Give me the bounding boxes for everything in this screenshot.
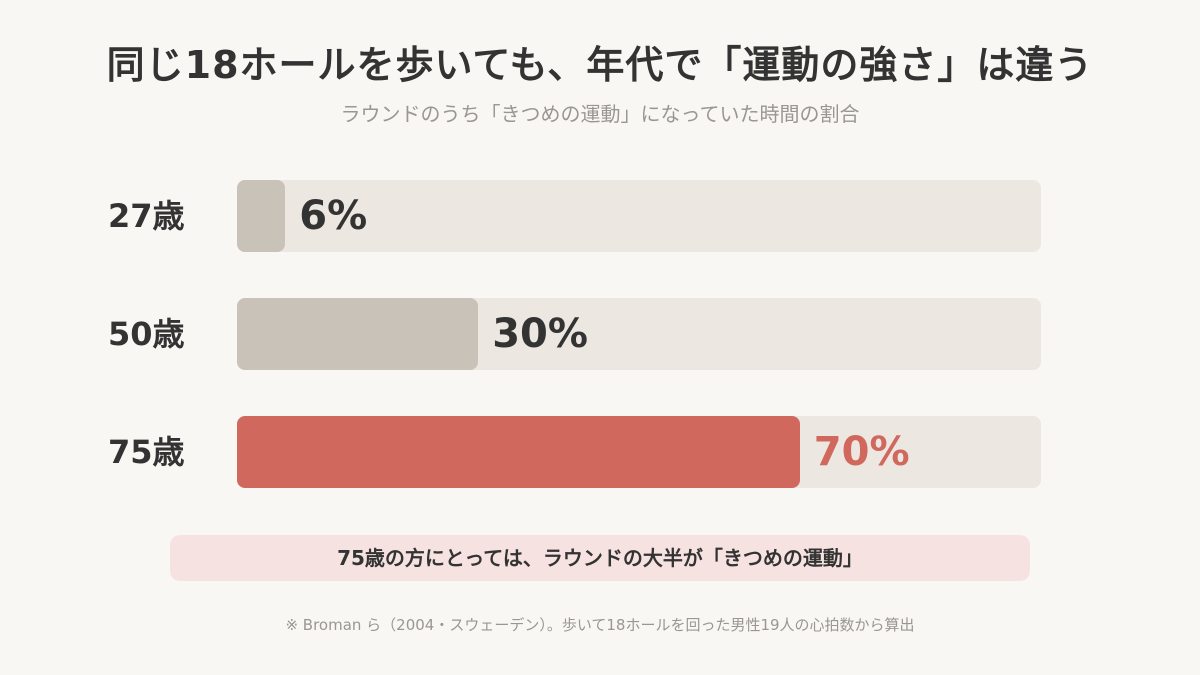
chart-subtitle: ラウンドのうち「きつめの運動」になっていた時間の割合 <box>340 102 860 126</box>
bar <box>237 180 286 252</box>
source-footnote: ※ Broman ら（2004・スウェーデン）。歩いて18ホールを回った男性19… <box>285 616 915 634</box>
bar-track: 70% <box>237 416 1041 488</box>
data-label: 70% <box>813 429 910 475</box>
callout-text: 75歳の方にとっては、ラウンドの大半が「きつめの運動」 <box>337 546 863 570</box>
bar-track: 30% <box>237 298 1041 370</box>
category-label: 75歳 <box>108 433 185 471</box>
category-label: 50歳 <box>108 315 185 353</box>
data-label: 6% <box>299 193 368 239</box>
bar-track: 6% <box>237 180 1041 252</box>
data-label: 30% <box>492 311 588 357</box>
bar-row: 75歳 70% <box>0 416 1200 488</box>
bar <box>237 298 479 370</box>
bar <box>237 416 800 488</box>
category-label: 27歳 <box>108 197 185 235</box>
chart-title: 同じ18ホールを歩いても、年代で「運動の強さ」は違う <box>106 43 1094 87</box>
bar-row: 50歳 30% <box>0 298 1200 370</box>
callout-box: 75歳の方にとっては、ラウンドの大半が「きつめの運動」 <box>170 535 1030 581</box>
bar-row: 27歳 6% <box>0 180 1200 252</box>
